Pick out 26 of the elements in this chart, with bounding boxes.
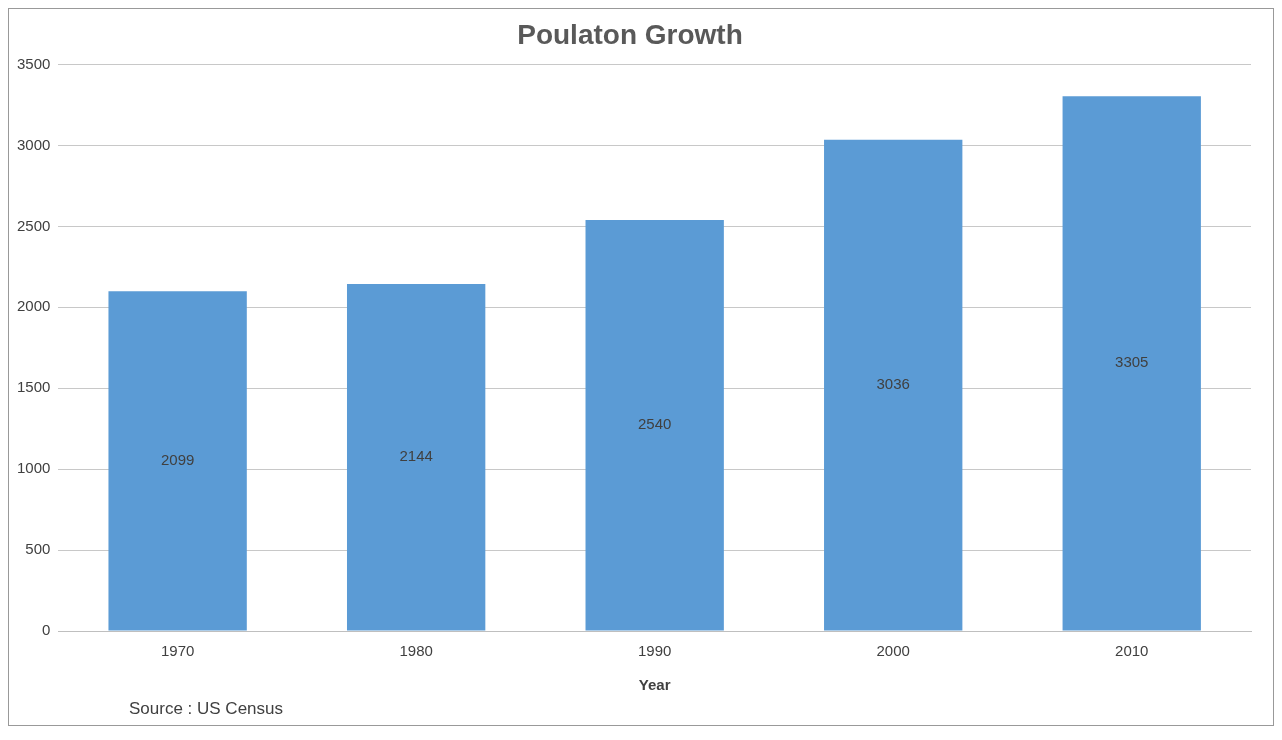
data-label: 3036 [876,375,910,393]
data-label: 2144 [399,447,433,465]
bar [346,284,486,631]
x-tick-label: 1980 [399,642,433,660]
y-tick-label: 1000 [16,459,51,477]
y-tick-label: 3000 [16,135,51,153]
bar [108,291,247,631]
source-note: Source : US Census [128,699,284,720]
x-tick-label: 1990 [638,642,672,660]
y-tick-label: 3500 [16,54,51,72]
x-tick-label: 1970 [160,642,195,660]
y-tick-label: 2500 [16,216,51,234]
y-tick-label: 500 [25,540,51,558]
x-tick-label: 2000 [876,642,910,660]
x-axis-title: Year [638,676,671,694]
x-tick-label: 2010 [1115,642,1149,660]
y-tick-label: 2000 [16,297,51,315]
y-tick-label: 0 [42,621,51,639]
bar [824,139,963,631]
data-label: 2540 [638,415,672,433]
data-label: 3305 [1115,353,1149,371]
bar [585,219,724,631]
data-label: 2099 [160,451,195,469]
y-tick-label: 1500 [16,378,51,396]
chart-title: Poulaton Growth [517,18,743,50]
bar [1062,96,1201,631]
